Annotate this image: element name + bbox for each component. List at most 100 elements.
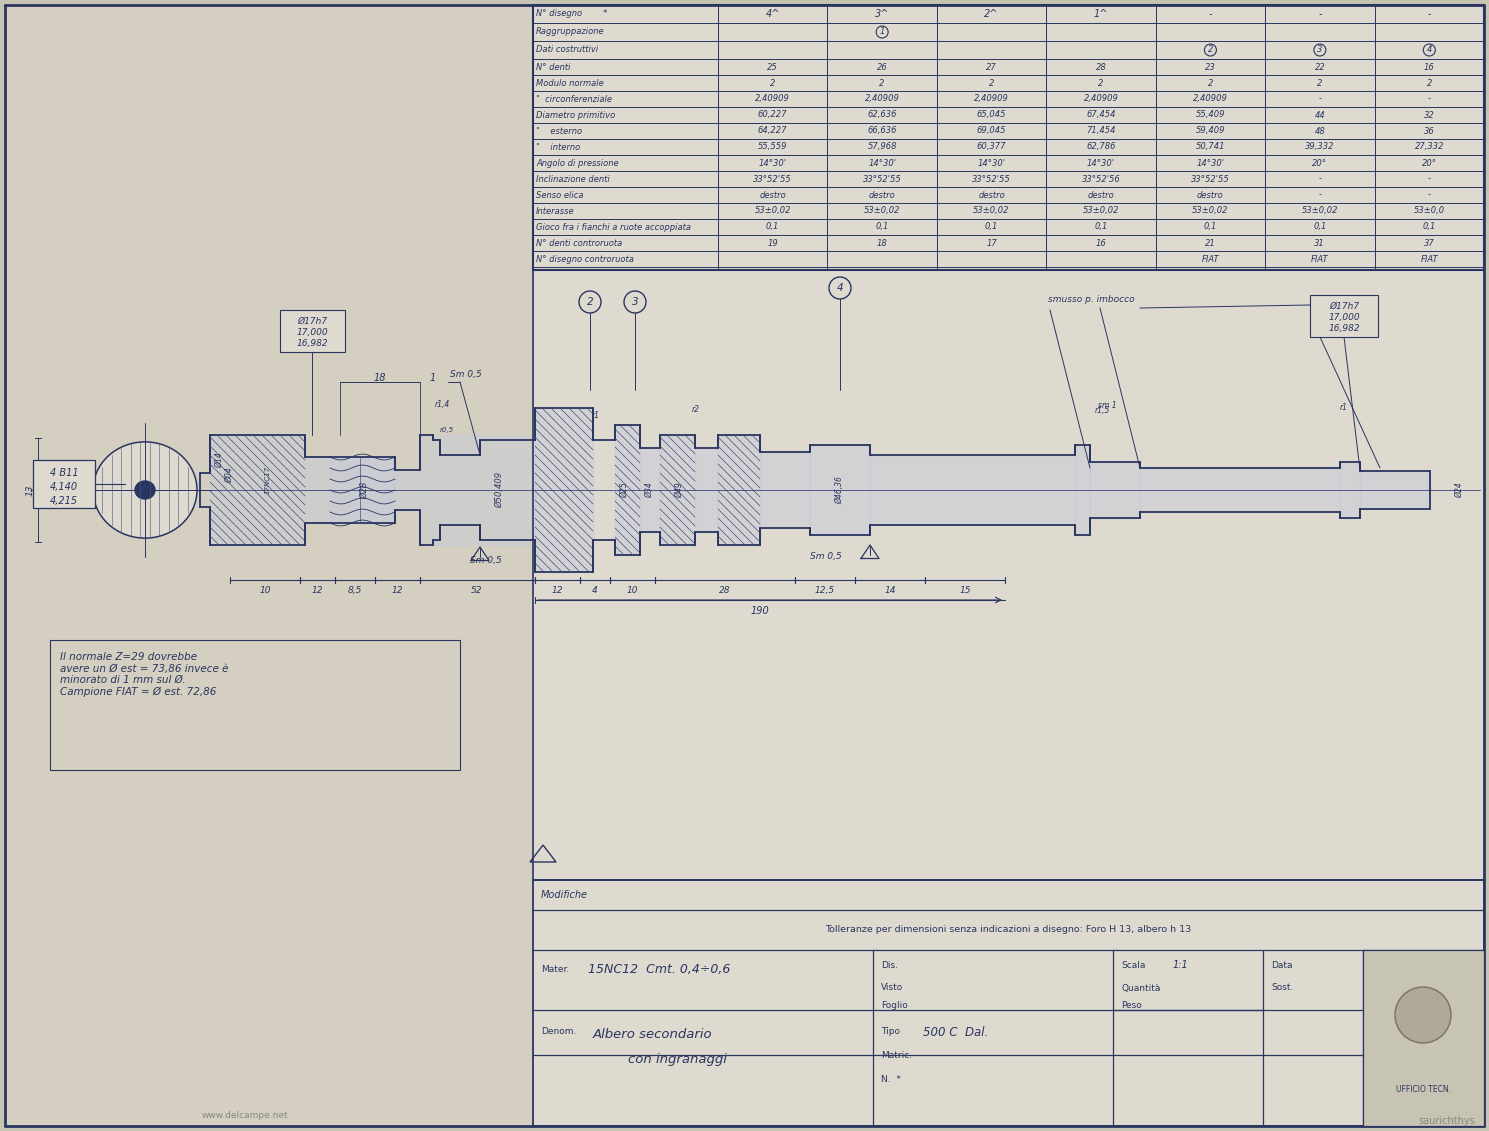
Text: Dis.: Dis. xyxy=(881,960,898,969)
Text: Ø46,36: Ø46,36 xyxy=(835,476,844,504)
Text: 2: 2 xyxy=(1208,78,1214,87)
Text: 20°: 20° xyxy=(1312,158,1327,167)
Text: r1,5: r1,5 xyxy=(1094,406,1111,414)
Text: 53±0,0: 53±0,0 xyxy=(1413,207,1444,216)
Text: r1: r1 xyxy=(593,411,600,420)
Circle shape xyxy=(829,277,852,299)
Text: UFFICIO TECN.: UFFICIO TECN. xyxy=(1395,1086,1450,1095)
Text: 2: 2 xyxy=(1318,78,1322,87)
Text: destro: destro xyxy=(1087,190,1114,199)
Text: 12: 12 xyxy=(311,586,323,595)
Text: 69,045: 69,045 xyxy=(977,127,1007,136)
Text: 0,1: 0,1 xyxy=(765,223,779,232)
Text: 67,454: 67,454 xyxy=(1087,111,1115,120)
Text: Peso: Peso xyxy=(1121,1001,1142,1010)
Text: N° denti controruota: N° denti controruota xyxy=(536,239,622,248)
Text: Ø49: Ø49 xyxy=(676,482,685,498)
Text: 16,982: 16,982 xyxy=(1328,323,1359,333)
Text: 3^: 3^ xyxy=(876,9,889,19)
Text: 2,40909: 2,40909 xyxy=(755,95,791,104)
Text: 12,5: 12,5 xyxy=(814,586,835,595)
Text: Foglio: Foglio xyxy=(881,1001,908,1010)
Text: 71,454: 71,454 xyxy=(1087,127,1115,136)
Text: 14°30': 14°30' xyxy=(1087,158,1115,167)
Text: 26: 26 xyxy=(877,62,887,71)
Ellipse shape xyxy=(92,442,197,538)
Text: 22: 22 xyxy=(1315,62,1325,71)
Text: 2,40909: 2,40909 xyxy=(865,95,899,104)
Text: -: - xyxy=(1428,95,1431,104)
Text: Ø04: Ø04 xyxy=(225,467,234,483)
Text: r2: r2 xyxy=(692,406,700,414)
Text: 62,636: 62,636 xyxy=(868,111,896,120)
Text: 25: 25 xyxy=(767,62,779,71)
Text: -: - xyxy=(1428,9,1431,19)
Bar xyxy=(420,435,535,545)
Bar xyxy=(1310,295,1377,337)
Text: 2^: 2^ xyxy=(984,9,999,19)
Text: r1: r1 xyxy=(1340,404,1348,413)
Text: 4^: 4^ xyxy=(765,9,780,19)
Text: Mater.: Mater. xyxy=(541,966,569,975)
Text: 55,559: 55,559 xyxy=(758,143,788,152)
Text: 17NC17: 17NC17 xyxy=(265,466,271,494)
Bar xyxy=(533,5,1485,1126)
Text: 4: 4 xyxy=(1426,45,1432,54)
Text: N° disegno        *: N° disegno * xyxy=(536,9,608,18)
Circle shape xyxy=(624,291,646,313)
Text: 33°52'55: 33°52'55 xyxy=(862,174,901,183)
Text: 60,377: 60,377 xyxy=(977,143,1007,152)
Text: Modulo normale: Modulo normale xyxy=(536,78,603,87)
Text: 2: 2 xyxy=(770,78,776,87)
Text: FIAT: FIAT xyxy=(1202,254,1219,264)
Text: 53±0,02: 53±0,02 xyxy=(1301,207,1339,216)
Text: 2,40909: 2,40909 xyxy=(1084,95,1118,104)
Text: 57,968: 57,968 xyxy=(868,143,896,152)
Text: 0,1: 0,1 xyxy=(1313,223,1327,232)
Text: 19: 19 xyxy=(767,239,779,248)
Text: destro: destro xyxy=(1197,190,1224,199)
Text: "    interno: " interno xyxy=(536,143,581,152)
Text: N° disegno controruota: N° disegno controruota xyxy=(536,254,634,264)
Bar xyxy=(535,408,593,572)
Text: Tipo: Tipo xyxy=(881,1027,899,1036)
Text: 3: 3 xyxy=(631,297,639,307)
Text: 1: 1 xyxy=(880,27,884,36)
Text: r1,4: r1,4 xyxy=(435,400,450,409)
Ellipse shape xyxy=(135,481,155,499)
Text: N.  *: N. * xyxy=(881,1076,901,1085)
Text: 2: 2 xyxy=(1208,45,1214,54)
Text: 14°30': 14°30' xyxy=(868,158,896,167)
Text: 53±0,02: 53±0,02 xyxy=(1193,207,1228,216)
Bar xyxy=(1359,470,1429,509)
Text: Ø17h7: Ø17h7 xyxy=(296,317,328,326)
Text: 53±0,02: 53±0,02 xyxy=(1083,207,1120,216)
Bar xyxy=(640,448,660,532)
Text: smusso p. imbocco: smusso p. imbocco xyxy=(1048,295,1135,304)
Bar xyxy=(305,457,395,523)
Text: Gioco fra i fianchi a ruote accoppiata: Gioco fra i fianchi a ruote accoppiata xyxy=(536,223,691,232)
Text: Quantità: Quantità xyxy=(1121,984,1160,993)
Text: 17,000: 17,000 xyxy=(1328,313,1359,322)
Text: 55,409: 55,409 xyxy=(1196,111,1225,120)
Text: 12: 12 xyxy=(552,586,563,595)
Text: FIAT: FIAT xyxy=(1310,254,1328,264)
Text: 59,409: 59,409 xyxy=(1196,127,1225,136)
Text: 16: 16 xyxy=(1096,239,1106,248)
Text: -: - xyxy=(1318,95,1321,104)
Bar xyxy=(1090,461,1141,518)
Text: 21: 21 xyxy=(1205,239,1217,248)
Text: -: - xyxy=(1428,174,1431,183)
Text: 44: 44 xyxy=(1315,111,1325,120)
Text: -: - xyxy=(1318,9,1322,19)
Text: 4,215: 4,215 xyxy=(51,497,77,506)
Text: www.delcampe.net: www.delcampe.net xyxy=(201,1111,289,1120)
Text: 14: 14 xyxy=(884,586,896,595)
Text: Interasse: Interasse xyxy=(536,207,575,216)
Circle shape xyxy=(579,291,602,313)
Text: r0,5: r0,5 xyxy=(441,428,454,433)
Text: -: - xyxy=(1209,9,1212,19)
Text: 20°: 20° xyxy=(1422,158,1437,167)
Text: 17: 17 xyxy=(986,239,998,248)
Text: 66,636: 66,636 xyxy=(868,127,896,136)
